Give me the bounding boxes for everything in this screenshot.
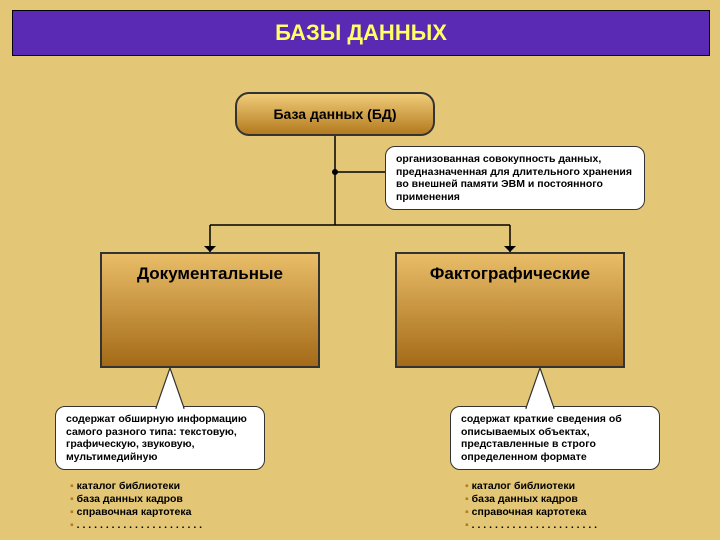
branch-bullets: ▪ каталог библиотеки▪ база данных кадров… [70, 480, 202, 533]
branch-callout-text: содержат краткие сведения об описываемых… [461, 413, 649, 463]
bullet-text: справочная картотека [472, 506, 587, 518]
root-node: База данных (БД) [235, 92, 435, 136]
bullet-text: справочная картотека [77, 506, 192, 518]
bullet-mark-icon: ▪ [70, 493, 77, 505]
slide-root: БАЗЫ ДАННЫХ База данных (БД) организованна… [0, 0, 720, 540]
branch-node: Документальные [100, 252, 320, 368]
branch-callout: содержат обширную информацию самого разн… [55, 406, 265, 470]
definition-text: организованная совокупность данных, пред… [396, 153, 634, 203]
bullet-text: . . . . . . . . . . . . . . . . . . . . … [472, 519, 597, 531]
title-text: БАЗЫ ДАННЫХ [275, 20, 447, 46]
bullet-text: . . . . . . . . . . . . . . . . . . . . … [77, 519, 202, 531]
bullet-text: база данных кадров [472, 493, 578, 505]
bullet-text: база данных кадров [77, 493, 183, 505]
bullet-item: ▪ справочная картотека [465, 506, 597, 519]
bullet-item: ▪ каталог библиотеки [465, 480, 597, 493]
bullet-item: ▪ база данных кадров [465, 493, 597, 506]
bullet-item: ▪ . . . . . . . . . . . . . . . . . . . … [70, 519, 202, 532]
bullet-item: ▪ справочная картотека [70, 506, 202, 519]
bullet-item: ▪ база данных кадров [70, 493, 202, 506]
bullet-mark-icon: ▪ [465, 493, 472, 505]
bullet-mark-icon: ▪ [70, 519, 77, 531]
bullet-item: ▪ . . . . . . . . . . . . . . . . . . . … [465, 519, 597, 532]
bullet-text: каталог библиотеки [472, 480, 575, 492]
root-node-label: База данных (БД) [273, 106, 396, 122]
bullet-text: каталог библиотеки [77, 480, 180, 492]
branch-bullets: ▪ каталог библиотеки▪ база данных кадров… [465, 480, 597, 533]
bullet-mark-icon: ▪ [465, 480, 472, 492]
branch-node: Фактографические [395, 252, 625, 368]
bullet-item: ▪ каталог библиотеки [70, 480, 202, 493]
branch-node-label: Фактографические [430, 264, 590, 284]
bullet-mark-icon: ▪ [70, 506, 77, 518]
branch-node-label: Документальные [137, 264, 283, 284]
bullet-mark-icon: ▪ [465, 506, 472, 518]
bullet-mark-icon: ▪ [465, 519, 472, 531]
branch-callout: содержат краткие сведения об описываемых… [450, 406, 660, 470]
bullet-mark-icon: ▪ [70, 480, 77, 492]
branch-callout-text: содержат обширную информацию самого разн… [66, 413, 254, 463]
title-bar: БАЗЫ ДАННЫХ [12, 10, 710, 56]
definition-callout: организованная совокупность данных, пред… [385, 146, 645, 210]
